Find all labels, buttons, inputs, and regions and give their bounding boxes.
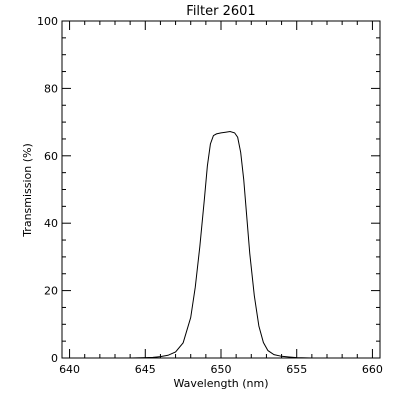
x-tick-label: 650 [211, 363, 232, 376]
x-tick-label: 640 [59, 363, 80, 376]
y-tick-label: 60 [44, 150, 58, 163]
y-axis-label: Transmission (%) [21, 143, 34, 238]
chart-title: Filter 2601 [186, 4, 255, 19]
y-tick-label: 20 [44, 285, 58, 298]
axis-ticks [62, 20, 380, 359]
y-tick-label: 100 [37, 15, 58, 28]
x-tick-label: 655 [286, 363, 307, 376]
y-tick-label: 0 [51, 352, 58, 365]
plot-frame [61, 20, 381, 359]
transmission-curve [69, 131, 312, 359]
x-tick-label: 645 [135, 363, 156, 376]
y-tick-label: 40 [44, 217, 58, 230]
x-tick-label: 660 [362, 363, 383, 376]
y-tick-label: 80 [44, 82, 58, 95]
x-axis-label: Wavelength (nm) [173, 377, 268, 390]
axis-tick-labels: 640 645 650 655 660 0 20 40 60 80 100 [37, 15, 383, 376]
